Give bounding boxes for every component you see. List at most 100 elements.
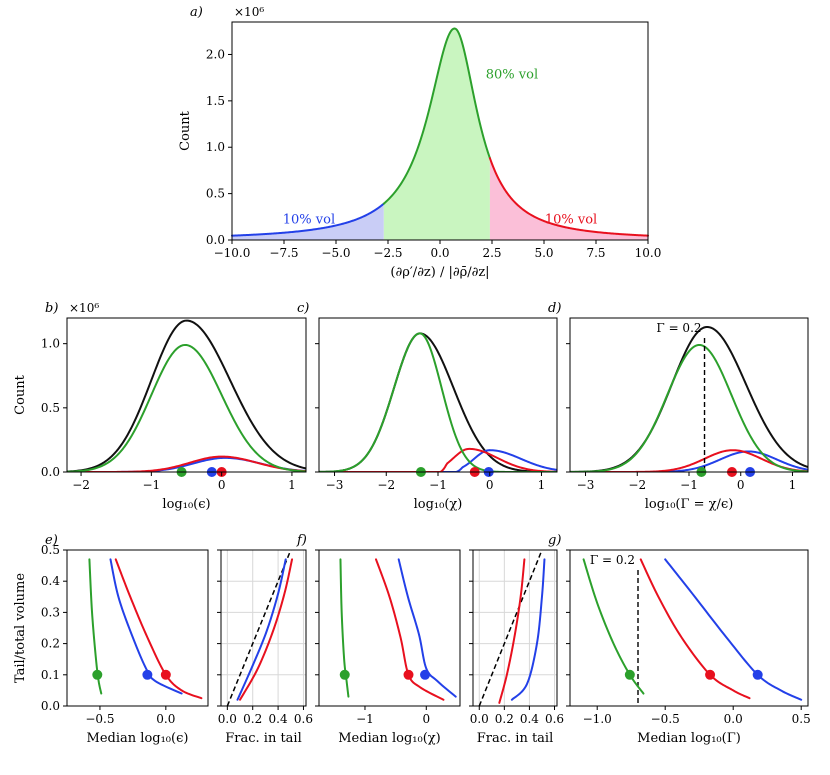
x-tick-label: −0.5	[85, 712, 114, 726]
series-green	[339, 558, 350, 698]
x-tick-label: 10.0	[635, 246, 662, 260]
y-axis-label: Count	[178, 110, 193, 151]
multiplier-label: ×10⁶	[69, 301, 99, 315]
series-blue	[397, 558, 457, 698]
y-tick-label: 0.5	[206, 187, 225, 201]
series-red	[114, 558, 203, 700]
y-tick-label: 0.0	[206, 233, 225, 247]
median-point	[92, 669, 103, 680]
x-tick-label: −2	[628, 478, 646, 492]
y-tick-label: 0.0	[41, 699, 60, 713]
core-area	[383, 28, 490, 240]
x-tick-label: 0	[737, 478, 745, 492]
panel-label: g)	[548, 533, 561, 548]
series-blue	[510, 558, 546, 701]
plot-area	[67, 319, 306, 472]
x-tick-label: −1.0	[583, 712, 612, 726]
x-tick-label: −1	[143, 478, 161, 492]
plot-area	[582, 558, 803, 706]
series-red	[639, 558, 751, 700]
x-tick-label: −1	[356, 712, 374, 726]
panel-e2: 0.0 0.2 0.4 0.6 Frac. in tail	[217, 549, 313, 746]
y-tick-label: 0.5	[41, 543, 60, 557]
y-tick-label: 1.0	[41, 337, 60, 351]
x-axis-label: log₁₀(Γ = χ/ϵ)	[645, 497, 734, 512]
panel-label: a)	[190, 5, 203, 20]
x-tick-label: 0.2	[243, 712, 262, 726]
series-red	[239, 558, 294, 701]
panel-b: −2 −1 0 1 0.0 0.5 1.0 log₁₀(ϵ) Count b) ×10⁶	[13, 301, 307, 512]
low-tail-label: 10% vol	[283, 212, 335, 227]
y-tick-label: 1.0	[206, 140, 225, 154]
one-to-one-line	[226, 550, 292, 706]
x-tick-label: −2	[72, 478, 90, 492]
panel-g: −1.0 −0.5 0.0 0.5 Median log₁₀(Γ) g) Γ = 0.2	[548, 533, 811, 746]
series-total	[570, 326, 808, 472]
gamma-label: Γ = 0.2	[590, 553, 635, 567]
x-tick-label: 5.0	[534, 246, 553, 260]
axes-frame	[231, 21, 649, 241]
axes-frame	[66, 549, 209, 707]
x-tick-label: 1	[538, 478, 546, 492]
series-red	[498, 558, 526, 704]
x-axis-label: (∂ρ′/∂z) / |∂ρ̄/∂z|	[390, 265, 489, 280]
x-tick-label: 0.0	[156, 712, 175, 726]
x-axis-label: Median log₁₀(χ)	[338, 731, 441, 746]
x-tick-label: 0.4	[269, 712, 288, 726]
x-tick-label: −0.5	[651, 712, 680, 726]
x-tick-label: 0.0	[724, 712, 743, 726]
median-point	[160, 669, 171, 680]
x-axis-label: Frac. in tail	[477, 731, 553, 746]
series-blue	[109, 558, 183, 695]
x-tick-label: 0	[486, 478, 494, 492]
x-tick-label: 0.6	[545, 712, 564, 726]
x-axis-label: Median log₁₀(Γ)	[637, 731, 741, 746]
x-tick-label: −10.0	[214, 246, 251, 260]
median-point	[752, 669, 763, 680]
x-tick-label: −3	[577, 478, 595, 492]
x-tick-label: 0	[218, 478, 226, 492]
series-blue	[664, 558, 803, 701]
one-to-one-line	[478, 550, 543, 706]
high-tail-label: 10% vol	[545, 212, 597, 227]
panel-c: −3 −2 −1 0 1 log₁₀(χ) c)	[297, 301, 558, 512]
series-red	[375, 558, 445, 701]
y-tick-label: 0.3	[41, 605, 60, 619]
axes-frame	[220, 549, 307, 707]
core-curve	[382, 27, 491, 205]
panel-e: −0.5 0.0 0.0 0.1 0.2 0.3 0.4 0.5 Median log₁₀(ϵ)…	[13, 533, 209, 746]
y-tick-label: 0.5	[41, 401, 60, 415]
median-point	[142, 669, 153, 680]
y-tick-label: 2.0	[206, 47, 225, 61]
plot-area	[226, 550, 294, 706]
x-tick-label: 2.5	[482, 246, 501, 260]
y-tick-label: 0.0	[41, 465, 60, 479]
x-tick-label: 1	[789, 478, 797, 492]
x-tick-label: −1	[680, 478, 698, 492]
series-low-tail	[570, 450, 808, 472]
y-axis-label: Count	[13, 374, 28, 415]
series-high-tail	[319, 447, 557, 472]
low-tail-area	[232, 203, 384, 240]
median-point	[339, 669, 350, 680]
x-tick-label: 7.5	[586, 246, 605, 260]
x-tick-label: 0.0	[218, 712, 237, 726]
high-tail-curve	[488, 157, 649, 237]
x-tick-label: 0.4	[520, 712, 539, 726]
panel-d: −3 −2 −1 0 1 log₁₀(Γ = χ/ϵ) d) Γ = 0.2	[548, 301, 809, 512]
plot-area	[478, 550, 546, 706]
y-tick-label: 0.1	[41, 668, 60, 682]
x-axis-label: Frac. in tail	[225, 731, 301, 746]
x-tick-label: 0	[422, 712, 430, 726]
plot-area	[88, 558, 203, 700]
x-tick-label: 0.2	[495, 712, 514, 726]
series-green	[88, 558, 103, 695]
axes-frame	[569, 317, 809, 473]
median-point	[624, 669, 635, 680]
plot-area	[339, 558, 457, 701]
low-tail-curve	[231, 202, 385, 237]
x-axis-label: log₁₀(χ)	[414, 497, 463, 512]
x-tick-label: 0.0	[430, 246, 449, 260]
median-point	[705, 669, 716, 680]
plot-area	[319, 332, 557, 472]
